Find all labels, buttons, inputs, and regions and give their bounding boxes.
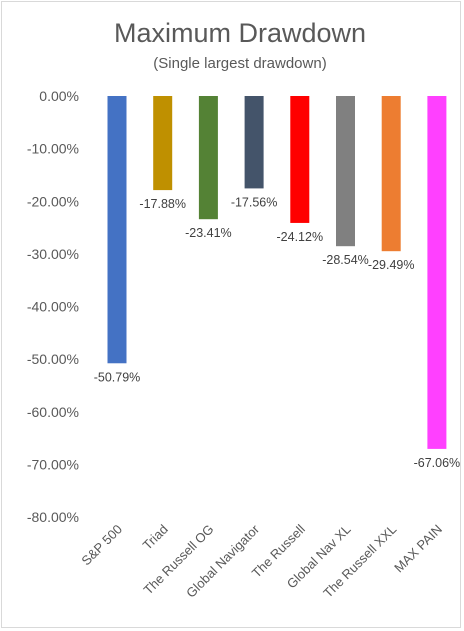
y-tick-label: -50.00%: [27, 351, 79, 367]
y-tick-label: -70.00%: [27, 456, 79, 472]
bar: [427, 96, 447, 449]
y-tick-label: -20.00%: [27, 193, 79, 209]
y-tick-label: -80.00%: [27, 509, 79, 525]
data-label: -23.41%: [185, 226, 232, 240]
bar: [290, 96, 310, 223]
y-tick-label: -40.00%: [27, 299, 79, 315]
chart-title: Maximum Drawdown: [113, 18, 367, 48]
bar: [381, 96, 401, 252]
y-axis-ticks: 0.00% -10.00% -20.00% -30.00% -40.00% -50.00%…: [27, 88, 79, 525]
data-label: -28.54%: [322, 253, 369, 267]
data-label: -50.79%: [94, 370, 141, 384]
bar: [244, 96, 264, 189]
y-tick-label: -60.00%: [27, 404, 79, 420]
category-label: S&P 500: [78, 522, 125, 569]
category-label: Triad: [140, 522, 171, 553]
y-tick-label: -10.00%: [27, 141, 79, 157]
bar: [107, 96, 127, 364]
data-label: -17.56%: [231, 195, 278, 209]
data-label: -67.06%: [414, 456, 461, 470]
chart-subtitle: (Single largest drawdown): [153, 55, 327, 72]
data-label: -29.49%: [368, 258, 415, 272]
bar: [198, 96, 218, 220]
category-label: MAX PAIN: [391, 522, 445, 576]
y-tick-label: -30.00%: [27, 246, 79, 262]
data-label: -17.88%: [139, 197, 186, 211]
data-labels: -50.79% -17.88% -23.41% -17.56% -24.12% -28.5…: [94, 195, 460, 469]
bars: [107, 96, 447, 449]
bar: [153, 96, 173, 191]
data-label: -24.12%: [277, 230, 324, 244]
y-tick-label: 0.00%: [39, 88, 79, 104]
bar: [336, 96, 355, 247]
